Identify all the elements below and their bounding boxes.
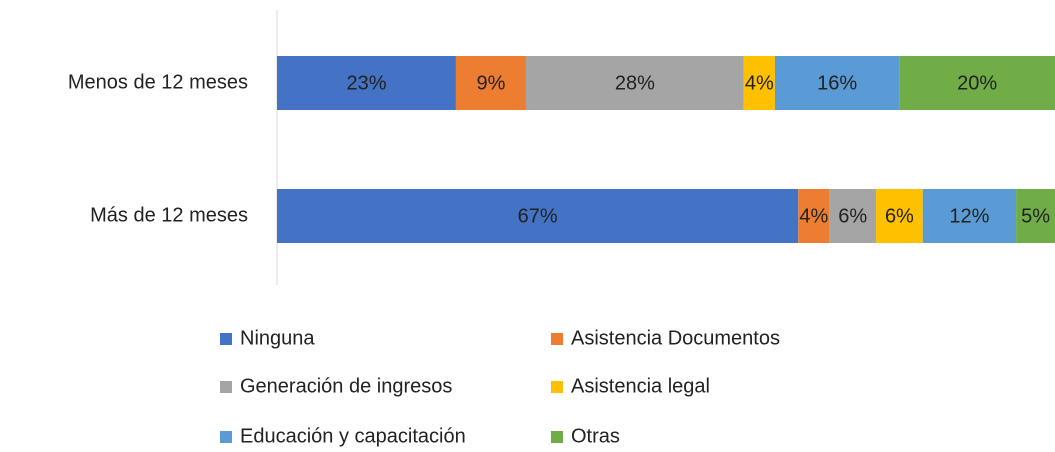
y-tick-label: Menos de 12 meses <box>68 71 248 93</box>
legend-label: Otras <box>571 425 620 447</box>
bar-segment <box>525 56 744 110</box>
legend-swatch <box>220 381 232 393</box>
bar-segment <box>876 189 923 243</box>
data-label: 9% <box>476 72 505 94</box>
bar-segment <box>922 189 1017 243</box>
legend-label: Asistencia legal <box>571 375 710 397</box>
bar-segment <box>774 56 900 110</box>
data-label: 16% <box>817 72 857 94</box>
data-label: 12% <box>949 205 989 227</box>
legend-swatch <box>551 381 563 393</box>
data-label: 6% <box>885 205 914 227</box>
legend-label: Educación y capacitación <box>240 425 466 447</box>
legend-label: Asistencia Documentos <box>571 327 780 349</box>
data-label: 67% <box>518 205 558 227</box>
bar-segment <box>743 56 775 110</box>
legend-swatch <box>551 431 563 443</box>
data-label: 4% <box>745 72 774 94</box>
data-label: 5% <box>1021 205 1050 227</box>
legend-swatch <box>220 333 232 345</box>
bar-segment <box>277 56 456 110</box>
data-label: 4% <box>799 205 828 227</box>
data-label: 6% <box>838 205 867 227</box>
data-label: 20% <box>957 72 997 94</box>
bar-segment <box>1016 189 1055 243</box>
bar-segment <box>829 189 877 243</box>
data-label: 28% <box>615 72 655 94</box>
legend-label: Generación de ingresos <box>240 375 452 397</box>
bar-segment <box>899 56 1055 110</box>
y-tick-label: Más de 12 meses <box>90 204 248 226</box>
legend-label: Ninguna <box>240 327 315 349</box>
bar-segment <box>277 189 799 243</box>
bar-segment <box>455 56 526 110</box>
bar-segment <box>798 189 830 243</box>
data-label: 23% <box>346 72 386 94</box>
legend-swatch <box>551 333 563 345</box>
legend-swatch <box>220 431 232 443</box>
